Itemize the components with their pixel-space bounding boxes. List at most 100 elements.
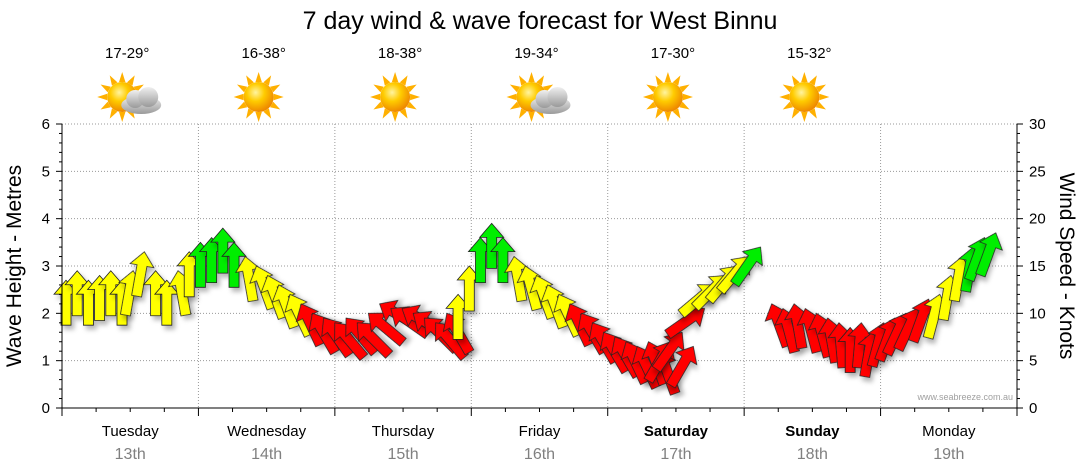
sun-ray [519, 75, 527, 86]
sun-cloud-icon [97, 72, 162, 122]
day-labels: Tuesday 13th Wednesday 14th Thursday 15th Frid… [102, 423, 976, 463]
temp-range: 17-30° [651, 45, 695, 62]
y-tick-label-right: 20 [1029, 211, 1046, 228]
sun-ray [246, 75, 254, 86]
wind-arrow-shape [490, 236, 516, 284]
sun-ray [119, 72, 126, 82]
sun-cloud-icon [506, 72, 571, 122]
sun-ray [382, 108, 391, 119]
sun-ray [109, 75, 118, 86]
sun-ray [263, 75, 272, 86]
y-tick-label-right: 10 [1029, 305, 1046, 322]
sun-disc [243, 82, 274, 112]
wind-arrow-shape [665, 345, 698, 389]
sun-ray [642, 93, 653, 101]
sun-ray [370, 93, 381, 101]
sun-ray [672, 75, 681, 86]
sun-ray [119, 112, 126, 122]
sun-ray [273, 93, 284, 101]
wind-arrow-shape [221, 241, 247, 288]
sun-ray [815, 101, 827, 110]
sun-ray [528, 112, 535, 122]
cloud-shape [121, 87, 162, 114]
date-label: 15th [388, 446, 419, 463]
temp-range: 16-38° [241, 45, 285, 62]
wind-arrow [730, 246, 763, 288]
sun-ray [270, 84, 281, 93]
sun-ray [801, 72, 808, 82]
sun-ray [655, 75, 664, 86]
sun-ray [246, 108, 254, 119]
temp-range: 17-29° [105, 45, 149, 62]
wind-arrow-shape [209, 227, 236, 274]
sun-ray [100, 101, 111, 110]
day-label: Friday [519, 423, 561, 440]
sun-disc [789, 82, 820, 112]
axis-ticks: 0 1 2 3 4 5 6 0 5 10 15 20 25 30 [42, 116, 1046, 417]
sun-icon [370, 72, 421, 122]
wind-arrow-shape [271, 284, 300, 330]
sun-ray [791, 108, 800, 119]
y-tick-label-left: 1 [42, 353, 50, 370]
wind-arrow [129, 251, 155, 298]
sun-ray [655, 108, 664, 119]
sun-ray [506, 93, 517, 101]
day-label: Saturday [644, 423, 709, 440]
sun-ray [782, 101, 793, 110]
sun-ray [664, 72, 672, 82]
sun-ray [126, 75, 135, 86]
sun-ray [109, 108, 118, 119]
sun-icon [779, 72, 830, 122]
sun-ray [664, 112, 672, 122]
wind-arrow-shape [540, 284, 569, 330]
cloud-shape [530, 87, 571, 114]
sun-ray [646, 101, 657, 110]
credit-text: www.seabreeze.com.au [916, 392, 1013, 402]
date-label: 16th [524, 446, 555, 463]
day-label: Monday [922, 423, 976, 440]
wind-arrow [478, 222, 505, 269]
y-tick-label-left: 4 [42, 211, 50, 228]
y-tick-label-left: 6 [42, 116, 50, 133]
y-tick-label-right: 30 [1029, 116, 1046, 133]
sun-ray [682, 93, 693, 101]
sun-ray [782, 84, 793, 93]
sun-ray [528, 72, 535, 82]
sun-ray [809, 108, 817, 119]
sun-ray [255, 112, 262, 122]
temp-range: 18-38° [378, 45, 422, 62]
wind-arrow-shape [478, 222, 505, 269]
y-tick-label-left: 2 [42, 305, 50, 322]
date-label: 14th [251, 446, 282, 463]
date-label: 19th [933, 446, 964, 463]
sun-ray [263, 108, 272, 119]
sun-ray [382, 75, 391, 86]
sun-ray [819, 93, 830, 101]
sun-ray [779, 93, 790, 101]
sun-icon [642, 72, 693, 122]
sun-ray [791, 75, 800, 86]
wind-arrow [221, 241, 247, 288]
chart-title: 7 day wind & wave forecast for West Binn… [303, 7, 778, 35]
sun-ray [801, 112, 808, 122]
sun-ray [255, 72, 262, 82]
sun-ray [97, 93, 108, 101]
sun-ray [509, 84, 521, 93]
day-label: Thursday [372, 423, 435, 440]
sun-ray [679, 101, 690, 110]
wind-arrow [271, 284, 300, 330]
cloud-part [547, 87, 568, 107]
sun-ray [406, 84, 417, 93]
sun-ray [373, 84, 384, 93]
wind-arrow-shape [730, 246, 763, 288]
sun-ray [679, 84, 690, 93]
wind-arrow-shape [129, 251, 155, 298]
sun-ray [815, 84, 827, 93]
sun-ray [236, 84, 248, 93]
day-label: Sunday [785, 423, 840, 440]
wind-arrow [209, 227, 236, 274]
day-label: Tuesday [102, 423, 159, 440]
wind-arrow-shape [975, 232, 1003, 278]
sun-ray [410, 93, 421, 101]
sun-ray [406, 101, 417, 110]
